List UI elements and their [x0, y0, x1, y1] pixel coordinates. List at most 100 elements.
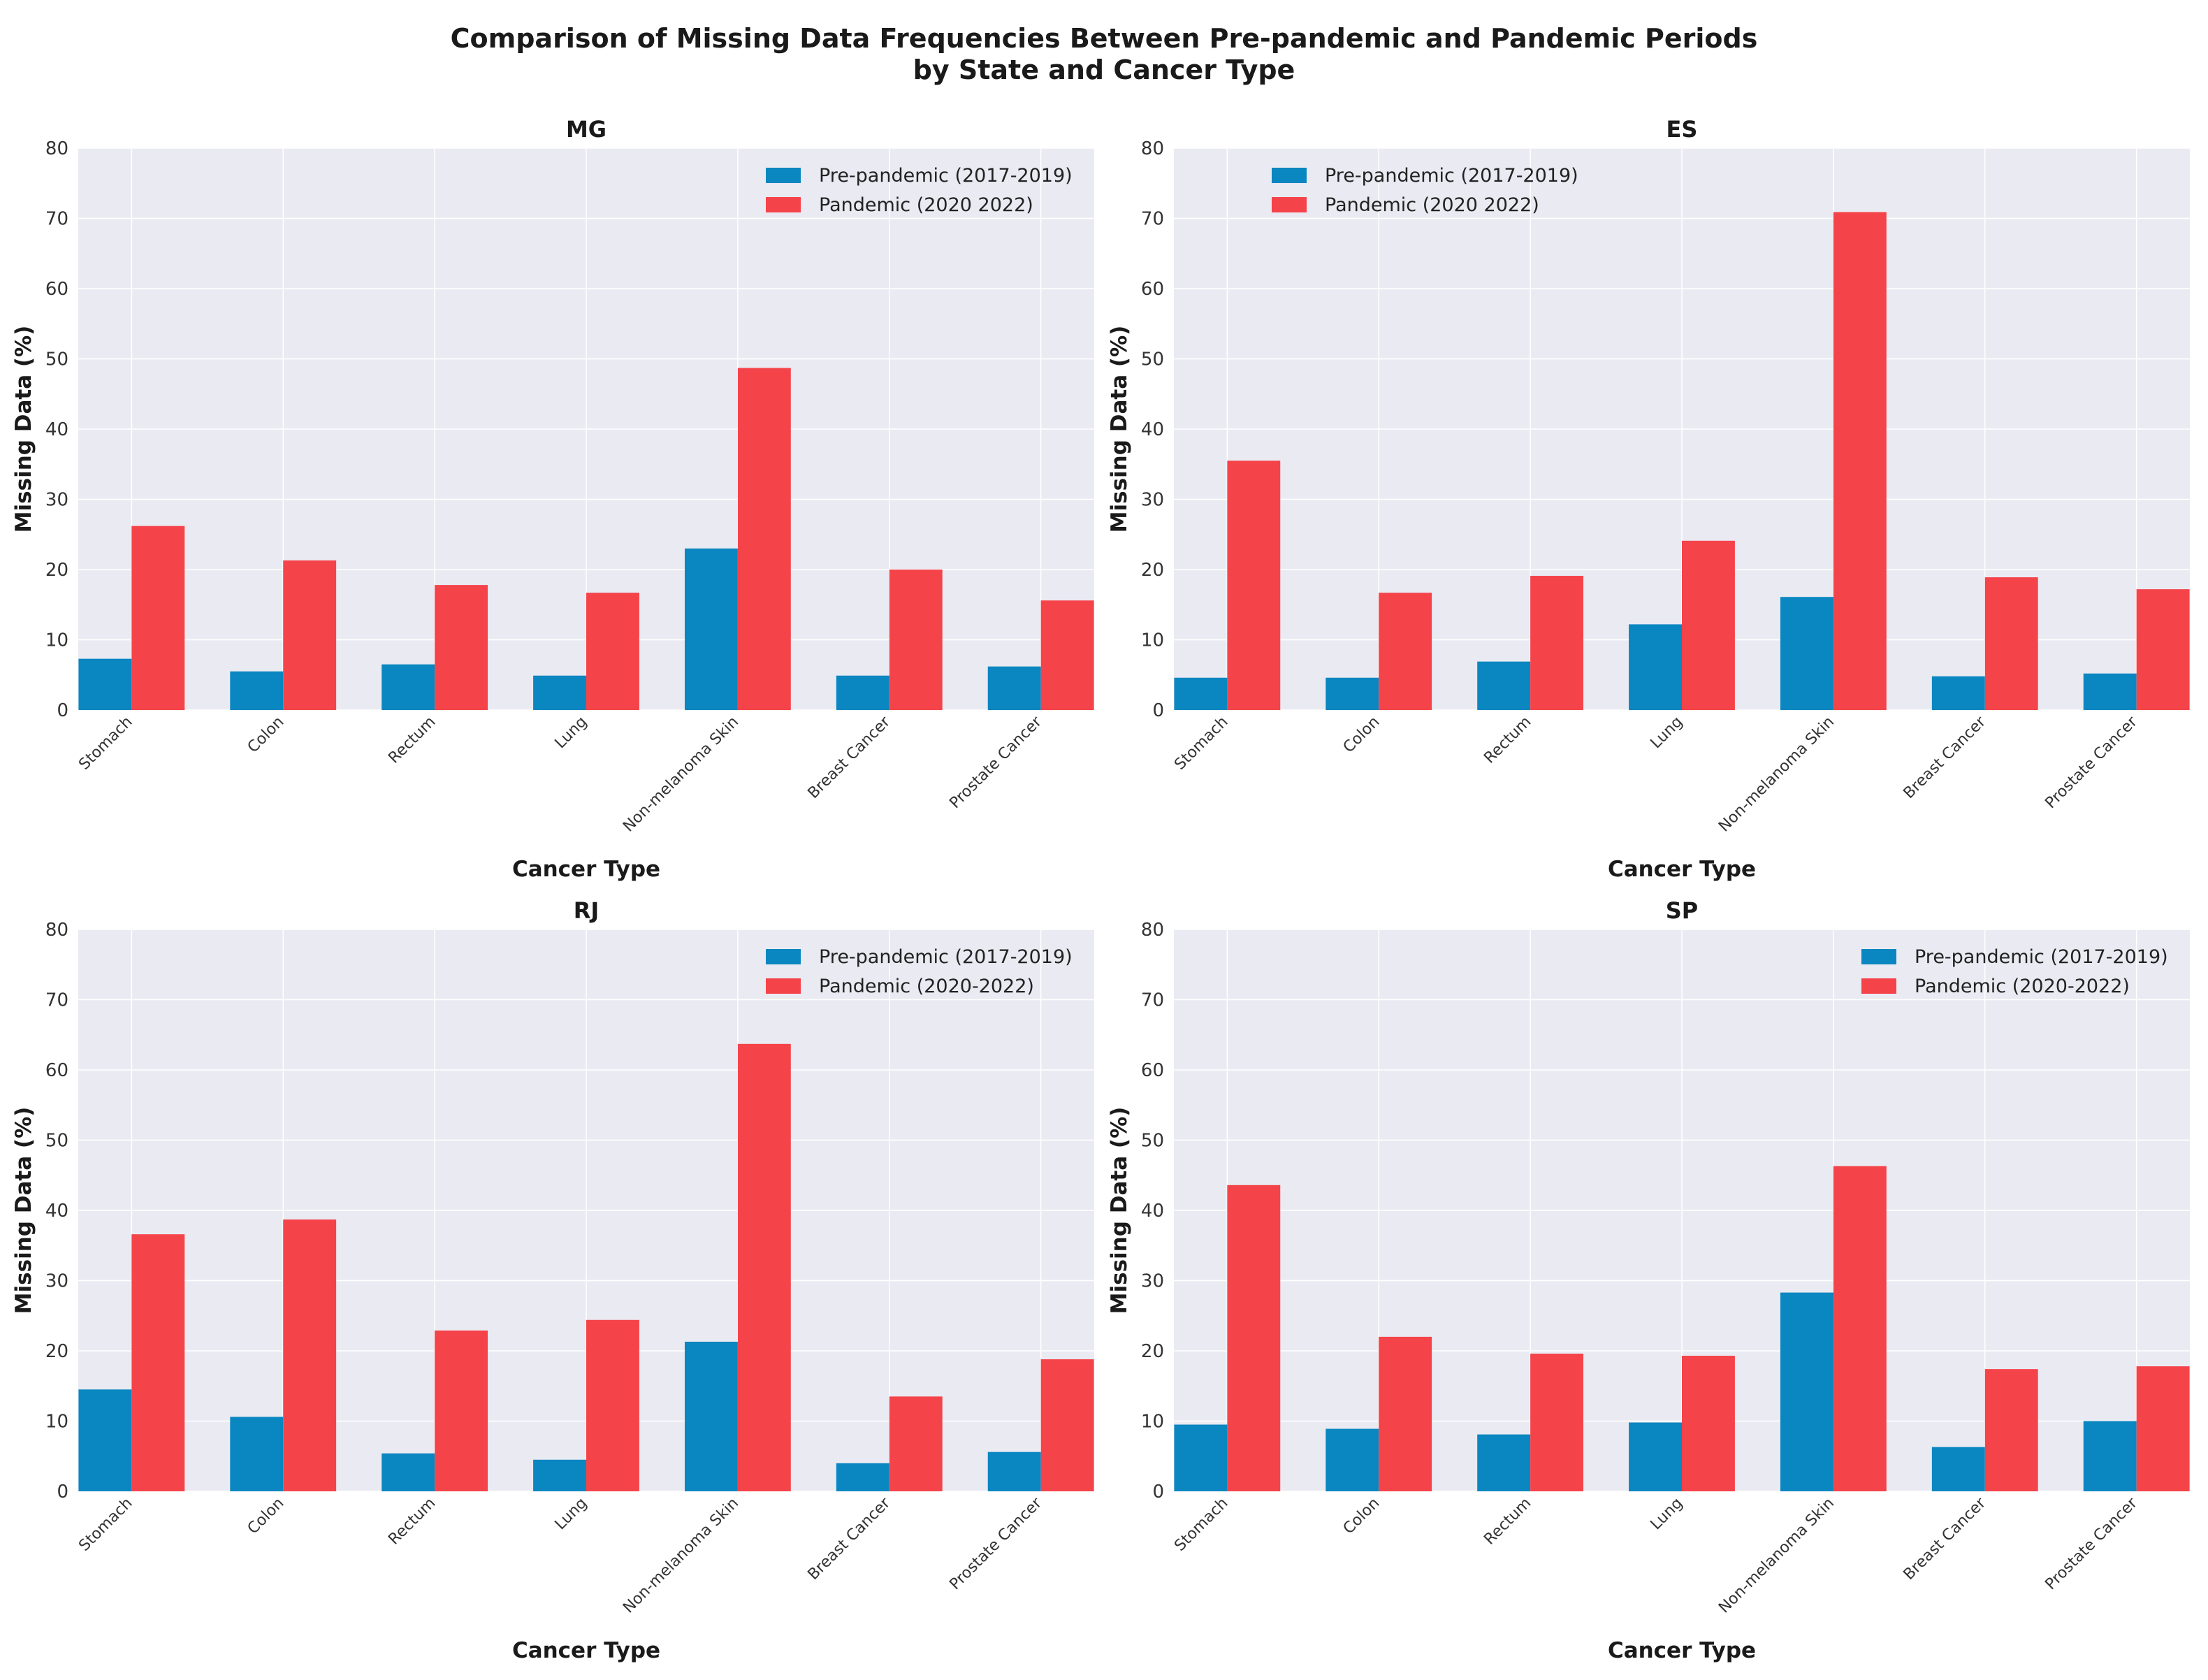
y-tick-label: 80 — [1141, 138, 1164, 159]
bar-pre-pandemic-prostate-cancer — [2083, 673, 2137, 710]
bar-pre-pandemic-non-melanoma-skin — [1780, 1292, 1833, 1491]
chart-panel-es: 0 10 20 30 40 50 60 70 80 Stomach Colon Rectum Lung N… — [1107, 116, 2190, 882]
y-tick-label: 60 — [1141, 279, 1164, 300]
bar-pandemic-non-melanoma-skin — [1833, 1166, 1887, 1491]
figure-title-line2: by State and Cancer Type — [913, 55, 1295, 85]
panel-title: ES — [1666, 116, 1698, 143]
legend-swatch-pandemic — [766, 978, 801, 994]
x-tick-label: Stomach — [1171, 1495, 1231, 1555]
x-tick-label: Rectum — [385, 714, 439, 767]
x-tick-label: Non-melanoma Skin — [620, 1495, 742, 1617]
bar-pre-pandemic-rectum — [1477, 1434, 1531, 1491]
bar-pre-pandemic-breast-cancer — [1931, 676, 1985, 710]
bar-pre-pandemic-breast-cancer — [836, 1463, 889, 1491]
bar-pandemic-rectum — [435, 585, 488, 710]
bar-pre-pandemic-non-melanoma-skin — [1780, 597, 1833, 710]
x-tick-label: Breast Cancer — [1901, 1494, 1990, 1584]
x-tick-label: Lung — [1648, 1495, 1687, 1534]
y-tick-label: 20 — [1141, 1341, 1164, 1362]
bar-pre-pandemic-colon — [230, 1417, 284, 1491]
y-tick-label: 10 — [1141, 630, 1164, 651]
panel-title: RJ — [574, 897, 600, 924]
bar-pandemic-breast-cancer — [889, 570, 943, 710]
y-axis-label: Missing Data (%) — [1107, 1107, 1132, 1315]
x-tick-label: Stomach — [1171, 714, 1231, 774]
bar-pre-pandemic-colon — [1325, 677, 1379, 710]
x-axis-label: Cancer Type — [1608, 857, 1756, 882]
x-tick-label: Lung — [552, 714, 591, 753]
y-tick-label: 30 — [45, 490, 68, 511]
y-tick-label: 70 — [1141, 990, 1164, 1011]
x-tick-label: Lung — [552, 1495, 591, 1534]
chart-panel-mg: 0 10 20 30 40 50 60 70 80 Stomach Colon Rectum Lung N… — [11, 116, 1094, 882]
y-tick-label: 0 — [1152, 1482, 1164, 1502]
panel-title: MG — [566, 116, 607, 143]
legend-label-pre-pandemic: Pre-pandemic (2017-2019) — [819, 946, 1073, 968]
bar-pandemic-non-melanoma-skin — [737, 1043, 791, 1491]
y-tick-label: 20 — [1141, 560, 1164, 581]
x-tick-label: Rectum — [1481, 714, 1534, 767]
bar-pandemic-stomach — [131, 526, 185, 710]
y-tick-label: 0 — [57, 1482, 68, 1502]
legend-label-pre-pandemic: Pre-pandemic (2017-2019) — [1915, 946, 2168, 968]
legend-swatch-pre-pandemic — [1861, 949, 1896, 964]
legend-label-pandemic: Pandemic (2020 2022) — [819, 194, 1033, 216]
y-axis-label: Missing Data (%) — [11, 326, 36, 533]
x-tick-label: Rectum — [385, 1495, 439, 1549]
y-tick-label: 40 — [1141, 419, 1164, 440]
x-tick-label: Non-melanoma Skin — [1715, 714, 1838, 836]
y-tick-label: 0 — [57, 700, 68, 721]
panel-title: SP — [1666, 897, 1699, 924]
x-tick-label: Prostate Cancer — [946, 1494, 1045, 1593]
bar-pandemic-lung — [586, 593, 639, 710]
y-tick-label: 50 — [1141, 1131, 1164, 1152]
x-tick-label: Non-melanoma Skin — [620, 714, 742, 836]
legend-swatch-pre-pandemic — [766, 949, 801, 964]
y-tick-label: 10 — [45, 630, 68, 651]
x-axis-label: Cancer Type — [1608, 1638, 1756, 1663]
x-tick-label: Prostate Cancer — [946, 713, 1045, 812]
bar-pandemic-lung — [586, 1319, 639, 1491]
y-tick-label: 20 — [45, 1341, 68, 1362]
x-tick-label: Non-melanoma Skin — [1715, 1495, 1838, 1617]
bar-pre-pandemic-lung — [533, 675, 586, 710]
bar-pandemic-stomach — [1227, 461, 1281, 710]
y-tick-label: 70 — [45, 990, 68, 1011]
bar-pandemic-colon — [283, 1219, 337, 1491]
bar-pre-pandemic-colon — [230, 671, 284, 710]
x-tick-label: Colon — [1340, 714, 1383, 757]
x-tick-label: Rectum — [1481, 1495, 1534, 1549]
bar-pre-pandemic-lung — [533, 1459, 586, 1491]
legend-swatch-pre-pandemic — [766, 168, 801, 183]
bar-pandemic-prostate-cancer — [2136, 589, 2190, 710]
y-tick-label: 30 — [1141, 1271, 1164, 1292]
bar-pre-pandemic-stomach — [1174, 1424, 1228, 1491]
bar-pre-pandemic-breast-cancer — [1931, 1447, 1985, 1491]
y-axis-label: Missing Data (%) — [11, 1107, 36, 1315]
bar-pre-pandemic-lung — [1629, 624, 1682, 710]
legend-label-pandemic: Pandemic (2020-2022) — [819, 976, 1034, 997]
bar-pandemic-prostate-cancer — [1040, 1359, 1094, 1491]
panels: 0 10 20 30 40 50 60 70 80 Stomach Colon Rectum Lung N… — [11, 116, 2190, 1663]
y-tick-label: 70 — [45, 209, 68, 230]
y-axis-label: Missing Data (%) — [1107, 326, 1132, 533]
bar-pandemic-lung — [1682, 540, 1735, 710]
chart-panel-rj: 0 10 20 30 40 50 60 70 80 Stomach Colon Rectum Lung N… — [11, 897, 1094, 1663]
y-tick-label: 10 — [45, 1412, 68, 1433]
legend-label-pre-pandemic: Pre-pandemic (2017-2019) — [819, 165, 1073, 187]
y-tick-label: 0 — [1152, 700, 1164, 721]
y-tick-label: 80 — [1141, 920, 1164, 941]
y-tick-label: 50 — [1141, 349, 1164, 370]
bar-pre-pandemic-stomach — [1174, 677, 1228, 710]
bar-pre-pandemic-rectum — [382, 664, 435, 710]
y-tick-label: 80 — [45, 138, 68, 159]
bar-pandemic-breast-cancer — [889, 1396, 943, 1491]
x-tick-label: Prostate Cancer — [2042, 713, 2141, 812]
y-tick-label: 10 — [1141, 1412, 1164, 1433]
y-tick-label: 40 — [45, 1201, 68, 1222]
y-tick-label: 30 — [1141, 490, 1164, 511]
y-tick-label: 60 — [45, 1060, 68, 1081]
x-tick-label: Breast Cancer — [805, 1494, 894, 1584]
bar-pre-pandemic-lung — [1629, 1422, 1682, 1491]
y-tick-label: 40 — [1141, 1201, 1164, 1222]
